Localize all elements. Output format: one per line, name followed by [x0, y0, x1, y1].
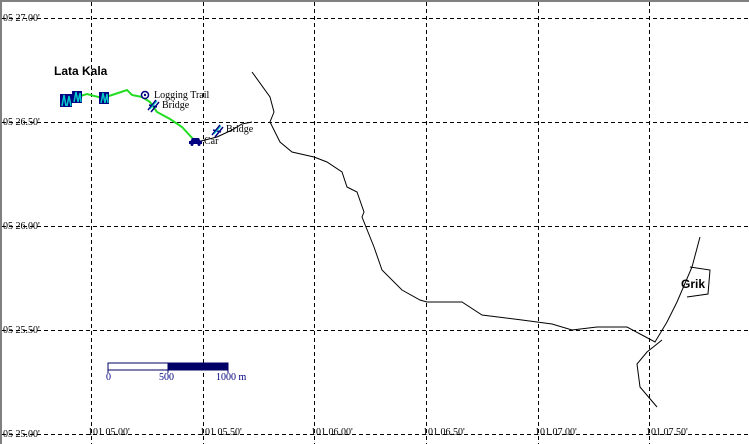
longitude-label: 101 05.00': [88, 427, 130, 438]
latitude-label: 05 25.50': [3, 325, 40, 336]
car-icon[interactable]: [189, 138, 202, 146]
place-label-lata-kala[interactable]: Lata Kala: [54, 64, 108, 78]
logging-trail-icon[interactable]: [140, 90, 150, 100]
longitude-label: 101 07.50': [646, 427, 688, 438]
latitude-label: 05 25.00': [3, 429, 40, 440]
scale-label-1000: 1000 m: [216, 372, 247, 383]
latitude-label: 05 26.50': [3, 117, 40, 128]
waypoint-label-car[interactable]: Car: [204, 136, 219, 147]
latitude-label: 05 26.00': [3, 221, 40, 232]
scale-bar: [107, 362, 229, 373]
bridge-icon[interactable]: [147, 99, 160, 113]
longitude-label: 101 06.50': [423, 427, 465, 438]
longitude-label: 101 07.00': [535, 427, 577, 438]
latitude-label: 05 27.00': [3, 13, 40, 24]
town-grik-outline: [686, 266, 711, 298]
scale-label-0: 0: [106, 372, 111, 383]
longitude-label: 101 05.50': [200, 427, 242, 438]
waypoint-label-logging-trail[interactable]: Logging Trail: [154, 90, 210, 101]
road-line: [251, 71, 701, 343]
road-branch: [636, 339, 663, 408]
longitude-label: 101 06.00': [311, 427, 353, 438]
waypoint-label-bridge[interactable]: Bridge: [226, 124, 254, 135]
scale-label-500: 500: [159, 372, 174, 383]
road-spur: [196, 121, 253, 143]
place-label-grik[interactable]: Grik: [681, 277, 706, 291]
bridge-icon[interactable]: [211, 124, 224, 138]
waypoint-label-bridge[interactable]: Bridge: [162, 100, 190, 111]
waterfall-icon[interactable]: [99, 92, 109, 104]
waterfall-icon[interactable]: [60, 94, 72, 107]
gps-track: [63, 88, 195, 141]
waterfall-icon[interactable]: [72, 91, 82, 103]
